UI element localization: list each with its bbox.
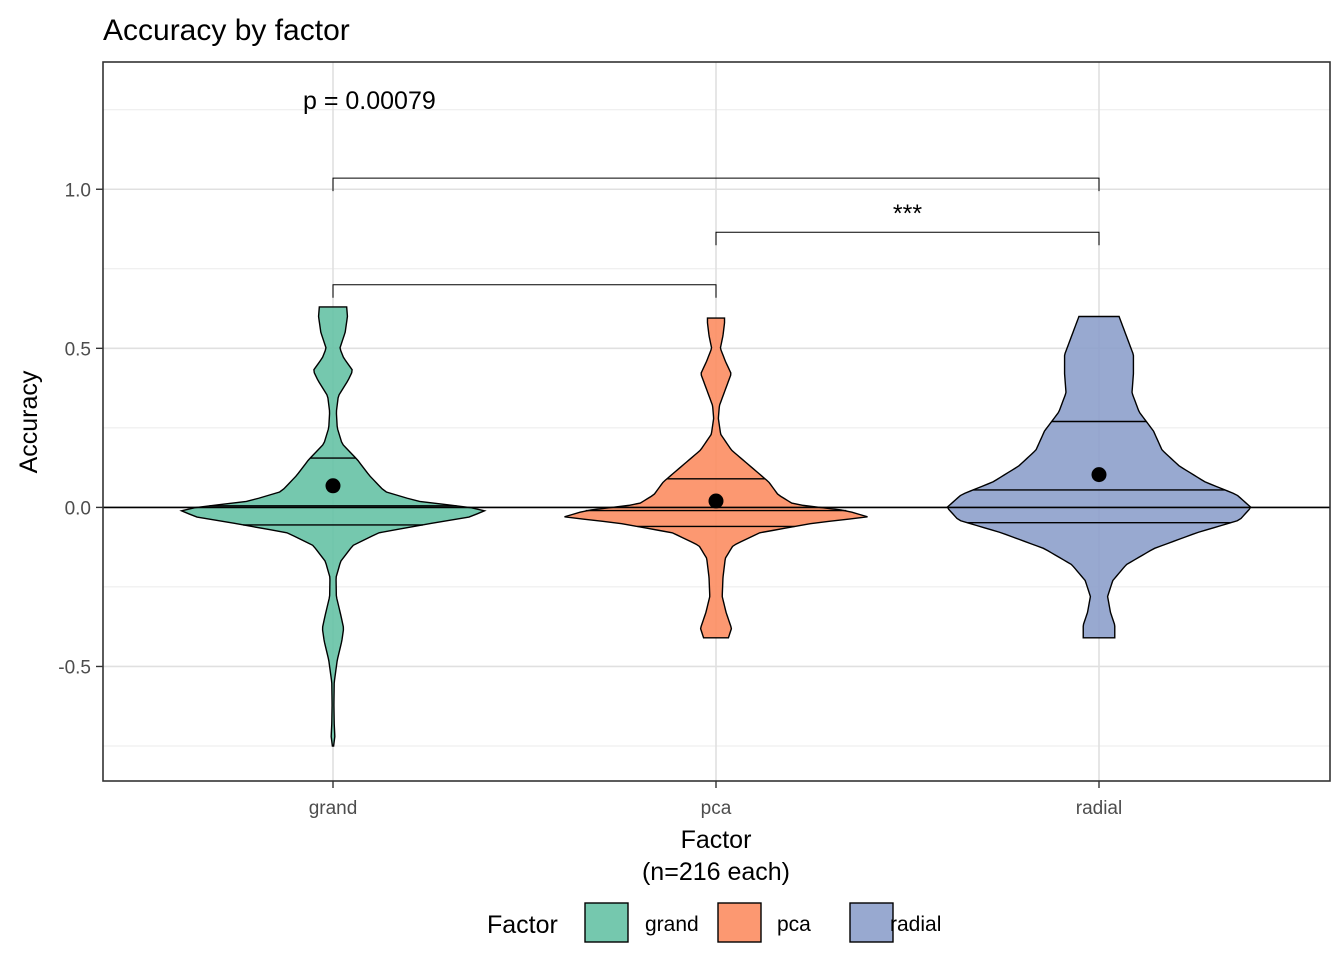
significance-label: *** xyxy=(893,200,922,228)
legend-label-grand: grand xyxy=(645,913,699,936)
p-value-annotation: p = 0.00079 xyxy=(303,87,436,115)
x-axis-subtitle: (n=216 each) xyxy=(642,858,790,886)
legend: Factor grand pca radial xyxy=(487,902,941,943)
significance-bracket xyxy=(715,231,1100,246)
legend-key-radial xyxy=(849,902,894,943)
chart-title: Accuracy by factor xyxy=(103,14,350,47)
x-tick-label: pca xyxy=(701,798,732,819)
significance-bracket xyxy=(332,177,1100,192)
x-tick-label: grand xyxy=(309,798,358,819)
legend-key-pca xyxy=(717,902,762,943)
legend-title: Factor xyxy=(487,911,558,939)
x-axis-title: Factor xyxy=(681,826,752,854)
y-tick-label: 1.0 xyxy=(65,180,91,201)
legend-key-grand xyxy=(584,902,629,943)
legend-label-radial: radial xyxy=(890,913,941,936)
mean-point-radial xyxy=(1091,467,1107,483)
y-tick-label: 0.0 xyxy=(65,498,91,519)
x-tick-label: radial xyxy=(1076,798,1122,819)
y-tick-label: 0.5 xyxy=(65,339,91,360)
plot-panel: *** p = 0.00079 -0.5 0.0 0.5 1.0 grand pca radia… xyxy=(58,61,1331,819)
legend-label-pca: pca xyxy=(777,913,811,936)
mean-point-grand xyxy=(325,478,341,494)
y-axis-title: Accuracy xyxy=(15,370,43,473)
violin-pca xyxy=(564,317,868,639)
violin-grand xyxy=(179,306,487,747)
mean-point-pca xyxy=(708,493,724,509)
significance-bracket xyxy=(332,284,717,298)
y-tick-label: -0.5 xyxy=(58,657,91,678)
